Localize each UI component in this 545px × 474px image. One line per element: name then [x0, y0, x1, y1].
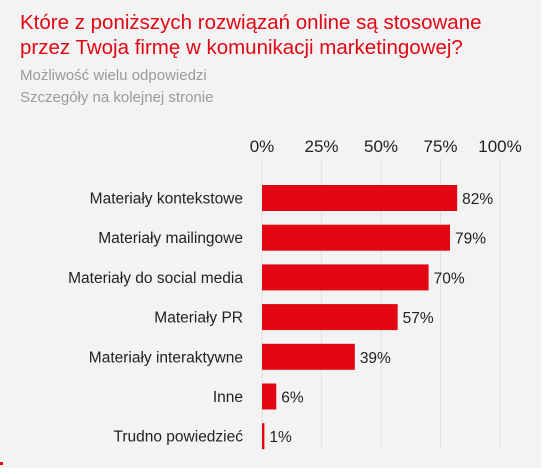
category-label: Materiały interaktywne: [89, 349, 243, 366]
x-axis-tick-labels: 0% 25% 50% 75% 100%: [250, 137, 522, 156]
x-tick-label: 75%: [423, 137, 457, 156]
bar: [262, 185, 458, 211]
x-tick-label: 100%: [478, 137, 521, 156]
category-label: Materiały PR: [154, 310, 243, 327]
value-label: 70%: [434, 270, 465, 287]
chart-subtitle-multiple-answers: Możliwość wielu odpowiedzi: [20, 67, 207, 84]
value-label: 1%: [269, 429, 292, 446]
value-label: 57%: [403, 310, 434, 327]
x-tick-label: 50%: [364, 137, 398, 156]
category-label: Inne: [213, 389, 243, 406]
x-tick-label: 0%: [250, 137, 275, 156]
bar: [262, 423, 265, 450]
value-label: 82%: [462, 191, 493, 208]
edge-marker: [0, 462, 3, 465]
bar: [262, 224, 451, 251]
category-label: Trudno powiedzieć: [113, 429, 243, 446]
bar-chart: 0% 25% 50% 75% 100% Materiały kontekstoweMat…: [68, 137, 522, 450]
category-label: Materiały do social media: [68, 270, 243, 287]
category-label: Materiały mailingowe: [98, 230, 243, 247]
category-label: Materiały kontekstowe: [90, 191, 243, 208]
bar: [262, 264, 429, 291]
chart-subtitle-details-next-page: Szczegóły na kolejnej stronie: [20, 89, 214, 106]
x-tick-label: 25%: [304, 137, 338, 156]
chart-title: Które z poniższych rozwiązań online są s…: [20, 11, 482, 59]
bar: [262, 343, 355, 370]
value-label: 79%: [455, 231, 486, 248]
bars: [262, 185, 458, 450]
category-labels: Materiały kontekstowe Materiały mailingow…: [68, 191, 243, 446]
value-label: 6%: [281, 390, 304, 407]
bar: [262, 304, 398, 331]
value-labels: 82% 79% 70% 57% 39% 6% 1%: [269, 191, 493, 446]
value-label: 39%: [360, 350, 391, 367]
bar: [262, 383, 277, 410]
